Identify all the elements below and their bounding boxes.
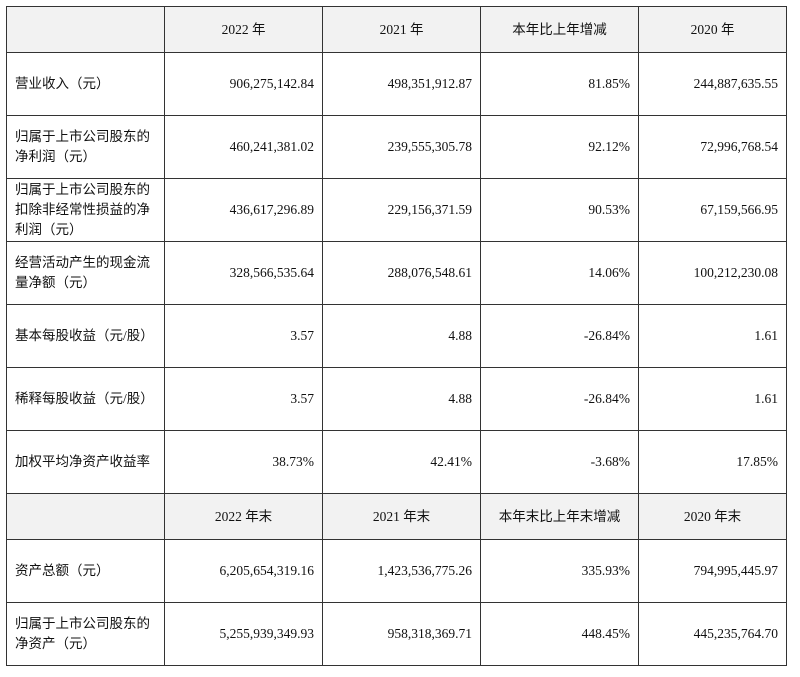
value-cell: 17.85%: [638, 430, 787, 494]
value-cell: 906,275,142.84: [164, 52, 323, 116]
value-cell: 67,159,566.95: [638, 178, 787, 242]
row-label: 资产总额（元）: [6, 539, 165, 603]
header-corner-cell: [6, 493, 165, 540]
value-cell: 3.57: [164, 367, 323, 431]
row-label: 加权平均净资产收益率: [6, 430, 165, 494]
header-corner-cell: [6, 6, 165, 53]
value-cell: 460,241,381.02: [164, 115, 323, 179]
value-cell: 5,255,939,349.93: [164, 602, 323, 666]
value-cell: 335.93%: [480, 539, 639, 603]
value-cell: 794,995,445.97: [638, 539, 787, 603]
table-row: 归属于上市公司股东的扣除非经常性损益的净利润（元） 436,617,296.89…: [6, 178, 787, 242]
value-cell: 4.88: [322, 304, 481, 368]
header-cell: 2020 年: [638, 6, 787, 53]
value-cell: 3.57: [164, 304, 323, 368]
value-cell: 100,212,230.08: [638, 241, 787, 305]
row-label: 稀释每股收益（元/股）: [6, 367, 165, 431]
value-cell: -3.68%: [480, 430, 639, 494]
value-cell: 4.88: [322, 367, 481, 431]
header-cell: 本年末比上年末增减: [480, 493, 639, 540]
row-label: 基本每股收益（元/股）: [6, 304, 165, 368]
value-cell: 448.45%: [480, 602, 639, 666]
value-cell: 958,318,369.71: [322, 602, 481, 666]
value-cell: 1.61: [638, 304, 787, 368]
value-cell: 239,555,305.78: [322, 115, 481, 179]
value-cell: 90.53%: [480, 178, 639, 242]
table-row: 归属于上市公司股东的净资产（元） 5,255,939,349.93 958,31…: [6, 602, 787, 666]
table-row: 归属于上市公司股东的净利润（元） 460,241,381.02 239,555,…: [6, 115, 787, 179]
table-row: 营业收入（元） 906,275,142.84 498,351,912.87 81…: [6, 52, 787, 116]
table-subheader-row: 2022 年末 2021 年末 本年末比上年末增减 2020 年末: [6, 493, 787, 540]
value-cell: 436,617,296.89: [164, 178, 323, 242]
value-cell: 445,235,764.70: [638, 602, 787, 666]
value-cell: -26.84%: [480, 367, 639, 431]
table-row: 基本每股收益（元/股） 3.57 4.88 -26.84% 1.61: [6, 304, 787, 368]
value-cell: -26.84%: [480, 304, 639, 368]
row-label: 归属于上市公司股东的扣除非经常性损益的净利润（元）: [6, 178, 165, 242]
value-cell: 1,423,536,775.26: [322, 539, 481, 603]
value-cell: 288,076,548.61: [322, 241, 481, 305]
financial-summary-table: 2022 年 2021 年 本年比上年增减 2020 年 营业收入（元） 906…: [6, 6, 787, 666]
table-row: 加权平均净资产收益率 38.73% 42.41% -3.68% 17.85%: [6, 430, 787, 494]
header-cell: 本年比上年增减: [480, 6, 639, 53]
value-cell: 498,351,912.87: [322, 52, 481, 116]
value-cell: 328,566,535.64: [164, 241, 323, 305]
header-cell: 2022 年: [164, 6, 323, 53]
table-row: 稀释每股收益（元/股） 3.57 4.88 -26.84% 1.61: [6, 367, 787, 431]
table-row: 资产总额（元） 6,205,654,319.16 1,423,536,775.2…: [6, 539, 787, 603]
value-cell: 72,996,768.54: [638, 115, 787, 179]
row-label: 归属于上市公司股东的净资产（元）: [6, 602, 165, 666]
value-cell: 42.41%: [322, 430, 481, 494]
row-label: 营业收入（元）: [6, 52, 165, 116]
value-cell: 1.61: [638, 367, 787, 431]
table-row: 经营活动产生的现金流量净额（元） 328,566,535.64 288,076,…: [6, 241, 787, 305]
table-header-row: 2022 年 2021 年 本年比上年增减 2020 年: [6, 6, 787, 53]
header-cell: 2021 年末: [322, 493, 481, 540]
value-cell: 38.73%: [164, 430, 323, 494]
row-label: 经营活动产生的现金流量净额（元）: [6, 241, 165, 305]
value-cell: 81.85%: [480, 52, 639, 116]
header-cell: 2021 年: [322, 6, 481, 53]
value-cell: 6,205,654,319.16: [164, 539, 323, 603]
value-cell: 229,156,371.59: [322, 178, 481, 242]
value-cell: 92.12%: [480, 115, 639, 179]
value-cell: 14.06%: [480, 241, 639, 305]
header-cell: 2020 年末: [638, 493, 787, 540]
row-label: 归属于上市公司股东的净利润（元）: [6, 115, 165, 179]
header-cell: 2022 年末: [164, 493, 323, 540]
value-cell: 244,887,635.55: [638, 52, 787, 116]
